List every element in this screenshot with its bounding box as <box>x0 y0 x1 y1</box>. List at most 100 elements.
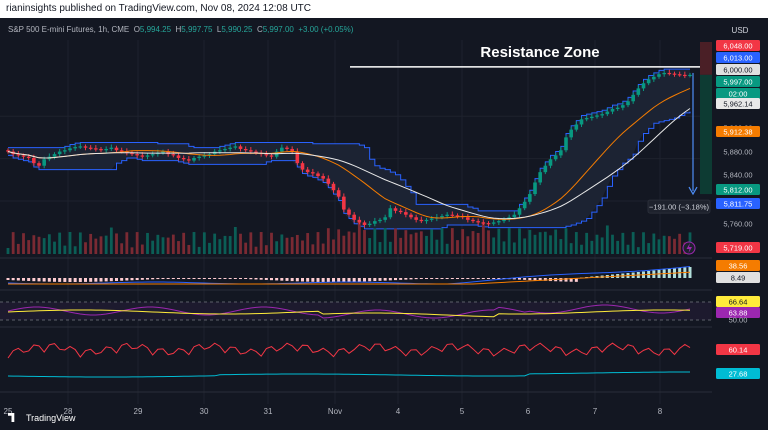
candle-body <box>336 190 341 197</box>
candle-body <box>600 114 604 116</box>
price-label-box <box>716 64 760 75</box>
volume-bar <box>202 232 206 254</box>
volume-bar <box>678 233 682 254</box>
candle-body <box>187 159 191 161</box>
candle-body <box>548 159 553 166</box>
volume-bar <box>135 232 139 254</box>
volume-bar <box>161 237 165 254</box>
volume-bar <box>270 232 273 254</box>
macd-histogram-bar <box>42 278 46 282</box>
volume-bar <box>383 228 387 254</box>
macd-histogram-bar <box>445 278 449 279</box>
macd-histogram-bar <box>512 278 516 280</box>
macd-histogram-bar <box>543 278 547 281</box>
volume-bar <box>140 244 144 254</box>
price-axis: 6,048.006,013.006,000.005,997.0002:005,9… <box>712 40 768 404</box>
volume-bar <box>239 233 242 254</box>
candle-body <box>321 176 325 179</box>
candle-body <box>404 212 408 215</box>
volume-bar <box>512 242 516 254</box>
macd-histogram-bar <box>151 278 155 280</box>
open-value: 5,994.25 <box>139 25 172 34</box>
volume-bar <box>259 232 263 254</box>
macd-histogram-bar <box>311 278 315 282</box>
price-label-box <box>716 98 760 109</box>
annotations: Resistance Zone −191.00 (−3.18%) <box>350 42 712 255</box>
candle-body <box>352 214 356 220</box>
macd-histogram-bar <box>471 278 475 279</box>
volume-bar <box>528 229 532 254</box>
volume-bar <box>409 234 413 254</box>
macd-histogram-bar <box>104 278 108 282</box>
macd-histogram-bar <box>533 278 537 281</box>
candle-body <box>342 196 346 210</box>
macd-histogram-bar <box>192 278 196 279</box>
volume-bar <box>275 241 279 254</box>
volume-bar <box>192 232 196 254</box>
volume-bar <box>151 240 155 254</box>
volume-bar <box>146 232 149 254</box>
macd-histogram-bar <box>130 278 134 281</box>
macd-histogram-bar <box>383 278 387 281</box>
volume-bar <box>497 228 501 254</box>
price-label: 6,013.00 <box>723 54 752 63</box>
candle-body <box>300 163 305 170</box>
fast-moving-average-line <box>7 87 691 220</box>
high-label: H <box>175 25 182 34</box>
candle-body <box>595 115 599 117</box>
volume-bar <box>590 240 594 254</box>
volume-bar <box>352 232 356 254</box>
candle-body <box>207 154 212 156</box>
macd-histogram-bar <box>326 278 330 282</box>
macd-histogram-bar <box>574 278 578 282</box>
macd-histogram-bar <box>249 278 253 280</box>
volume-bar <box>378 242 382 254</box>
volume-bar <box>171 234 175 254</box>
price-chart[interactable]: Resistance Zone −191.00 (−3.18%) 6,048.00… <box>0 40 768 404</box>
candle-body <box>280 147 284 152</box>
volume-bar <box>223 235 227 254</box>
volume-bar <box>347 231 351 254</box>
volume-bar <box>177 241 180 254</box>
tradingview-logo-icon <box>8 413 15 422</box>
macd-line <box>7 266 691 285</box>
macd-histogram-bar <box>94 278 98 282</box>
volume-bar <box>22 233 25 254</box>
macd-histogram-bar <box>6 278 10 280</box>
candle-body <box>672 73 677 75</box>
macd-histogram-bar <box>120 278 124 281</box>
price-label: 5,912.38 <box>723 128 752 137</box>
volume-bar <box>120 243 124 254</box>
volume-bar <box>373 228 377 254</box>
macd-histogram-bar <box>89 278 93 282</box>
macd-histogram-bar <box>435 278 439 279</box>
volume-bar <box>357 222 361 254</box>
candle-body <box>145 155 150 157</box>
volume-bar <box>197 246 201 254</box>
price-label-box <box>716 242 760 253</box>
candle-body <box>181 157 186 160</box>
macd-histogram-bar <box>440 278 444 279</box>
price-label: 63.88 <box>729 309 748 318</box>
candle-body <box>481 222 486 224</box>
volume-bar <box>667 236 671 254</box>
volume-bar <box>471 231 475 254</box>
price-label: 50.00 <box>729 316 748 325</box>
price-label-box <box>716 272 760 283</box>
volume-bar <box>585 232 589 254</box>
macd-histogram-bar <box>16 278 20 281</box>
currency-button[interactable]: USD <box>731 26 749 35</box>
volume-bar <box>616 240 620 254</box>
volume-bar <box>42 238 46 254</box>
candle-body <box>569 129 573 138</box>
macd-histogram-bar <box>208 278 211 279</box>
high-value: 5,997.75 <box>181 25 213 34</box>
volume-bar <box>115 233 118 254</box>
volume-bar <box>425 235 428 254</box>
macd-histogram-bar <box>78 278 82 282</box>
volume-bar <box>518 228 521 254</box>
macd-histogram-bar <box>450 278 454 279</box>
candle-body <box>135 154 139 156</box>
candle-body <box>502 219 506 222</box>
volume-bar <box>564 228 568 254</box>
